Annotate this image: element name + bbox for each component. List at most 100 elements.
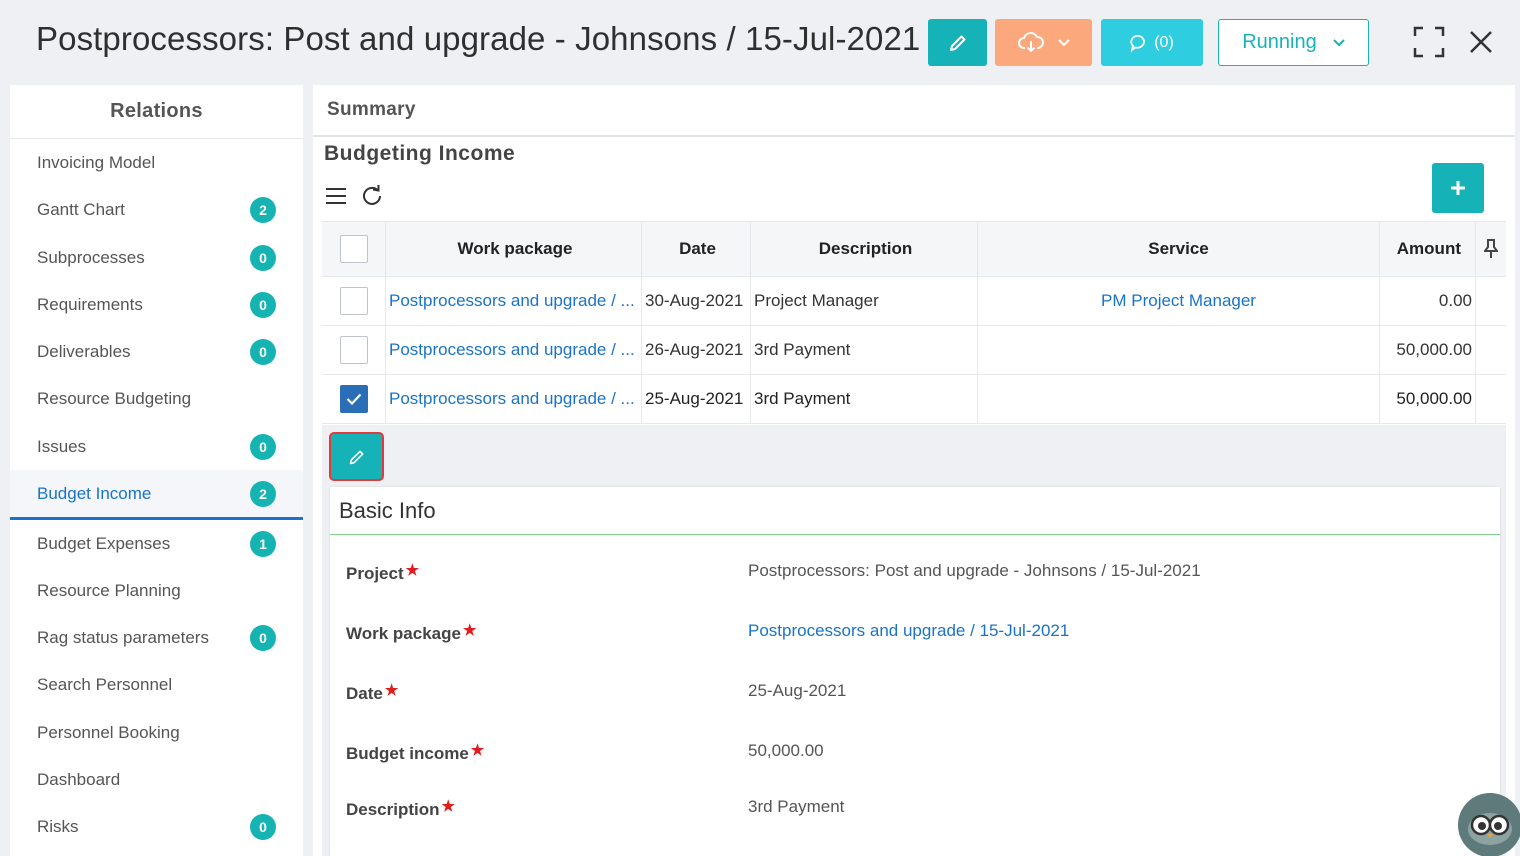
relation-item-personnel-booking[interactable]: Personnel Booking	[10, 709, 303, 756]
count-badge: 0	[250, 244, 276, 271]
relation-item-issues[interactable]: Issues 0	[10, 423, 303, 470]
relation-item-rag-status-parameters[interactable]: Rag status parameters 0	[10, 614, 303, 661]
relation-item-label: Resource Planning	[37, 580, 181, 600]
row-checkbox-checked[interactable]	[339, 385, 368, 413]
date-cell: 26-Aug-2021	[642, 326, 751, 374]
required-star-icon: ★	[441, 798, 455, 815]
service-link[interactable]: PM Project Manager	[978, 277, 1380, 325]
label-text: Work package	[346, 624, 461, 643]
column-header-service[interactable]: Service	[978, 222, 1380, 276]
required-star-icon: ★	[405, 562, 420, 579]
relation-item-label: Budget Expenses	[37, 533, 171, 553]
count-badge: 0	[250, 338, 276, 365]
relation-item-gantt-chart[interactable]: Gantt Chart 2	[10, 186, 303, 233]
relation-item-label: Gantt Chart	[37, 199, 125, 219]
pin-column-button[interactable]	[1476, 222, 1506, 276]
table-header-row: Work package Date Description Service Am…	[322, 221, 1506, 277]
select-all-checkbox[interactable]	[339, 235, 368, 263]
pencil-icon	[349, 450, 363, 464]
relation-item-label: Search Personnel	[37, 674, 173, 694]
count-badge: 1	[250, 530, 276, 557]
field-label-budget-income: Budget income ★	[346, 742, 485, 764]
close-icon	[1470, 31, 1492, 53]
column-header-work-package[interactable]: Work package	[386, 222, 642, 276]
row-select-cell	[322, 277, 386, 325]
amount-cell: 50,000.00	[1380, 326, 1476, 374]
label-text: Description	[346, 800, 440, 819]
relation-item-budget-income[interactable]: Budget Income 2	[10, 470, 303, 520]
field-label-work-package: Work package ★	[346, 622, 477, 644]
edit-button[interactable]	[928, 19, 987, 66]
expand-icon	[1413, 26, 1445, 58]
assistant-owl-avatar[interactable]	[1458, 793, 1520, 856]
relation-item-label: Resource Budgeting	[37, 388, 192, 408]
relation-item-label: Budget Income	[37, 483, 152, 503]
column-header-date[interactable]: Date	[642, 222, 751, 276]
relations-title: Relations	[10, 85, 303, 139]
relation-item-subprocesses[interactable]: Subprocesses 0	[10, 234, 303, 281]
relations-panel: Relations Invoicing Model Gantt Chart 2 …	[10, 85, 303, 856]
menu-button[interactable]	[322, 182, 350, 210]
close-button[interactable]	[1463, 24, 1499, 60]
relation-item-invoicing-model[interactable]: Invoicing Model	[10, 139, 303, 186]
relation-item-risks[interactable]: Risks 0	[10, 803, 303, 850]
pin-cell	[1476, 375, 1506, 423]
row-checkbox[interactable]	[339, 287, 368, 315]
relation-item-requirements[interactable]: Requirements 0	[10, 281, 303, 328]
service-link[interactable]	[978, 375, 1380, 423]
service-link[interactable]	[978, 326, 1380, 374]
comments-button[interactable]: (0)	[1101, 19, 1203, 66]
relation-item-label: Invoicing Model	[37, 152, 156, 172]
chevron-down-icon	[1333, 38, 1345, 46]
work-package-link[interactable]: Postprocessors and upgrade / ...	[386, 277, 642, 325]
field-value-work-package-link[interactable]: Postprocessors and upgrade / 15-Jul-2021	[748, 621, 1070, 640]
refresh-icon	[363, 185, 381, 205]
relation-item-dashboard[interactable]: Dashboard	[10, 756, 303, 803]
table-row[interactable]: Postprocessors and upgrade / ... 30-Aug-…	[322, 277, 1506, 326]
plus-icon	[1451, 181, 1465, 195]
work-package-link[interactable]: Postprocessors and upgrade / ...	[386, 375, 642, 423]
relation-item-search-personnel[interactable]: Search Personnel	[10, 661, 303, 708]
field-label-description: Description ★	[346, 798, 455, 820]
field-value-date: 25-Aug-2021	[748, 681, 847, 700]
required-star-icon: ★	[384, 682, 399, 699]
work-package-link[interactable]: Postprocessors and upgrade / ...	[386, 326, 642, 374]
column-header-description[interactable]: Description	[751, 222, 978, 276]
row-checkbox[interactable]	[339, 336, 368, 364]
required-star-icon: ★	[462, 622, 477, 639]
relation-item-resource-planning[interactable]: Resource Planning	[10, 567, 303, 614]
count-badge: 2	[250, 196, 276, 223]
pencil-icon	[949, 35, 965, 51]
download-menu-button[interactable]	[995, 19, 1092, 66]
pin-cell	[1476, 277, 1506, 325]
tab-summary[interactable]: Summary	[313, 85, 1515, 137]
relation-item-label: Personnel Booking	[37, 722, 180, 742]
table-row[interactable]: Postprocessors and upgrade / ... 26-Aug-…	[322, 326, 1506, 375]
required-star-icon: ★	[470, 742, 485, 759]
relation-item-label: Rag status parameters	[37, 627, 209, 647]
label-text: Budget income	[346, 744, 469, 763]
relation-item-label: Dashboard	[37, 769, 121, 789]
count-badge: 0	[250, 433, 276, 460]
field-value-budget-income: 50,000.00	[748, 741, 824, 760]
refresh-button[interactable]	[358, 182, 386, 210]
count-badge: 2	[250, 480, 276, 507]
relation-item-resource-budgeting[interactable]: Resource Budgeting	[10, 375, 303, 422]
basic-info-title: Basic Info	[330, 487, 1500, 535]
count-badge: 0	[250, 291, 276, 318]
basic-info-card: Basic Info Project ★ Postprocessors: Post…	[330, 487, 1500, 856]
date-cell: 30-Aug-2021	[642, 277, 751, 325]
status-dropdown[interactable]: Running	[1218, 19, 1369, 66]
add-button[interactable]	[1432, 163, 1484, 213]
table-row-selected[interactable]: Postprocessors and upgrade / ... 25-Aug-…	[322, 375, 1506, 424]
relation-item-budget-expenses[interactable]: Budget Expenses 1	[10, 520, 303, 567]
budget-income-table: Work package Date Description Service Am…	[322, 221, 1506, 424]
fullscreen-button[interactable]	[1411, 24, 1447, 60]
amount-cell: 50,000.00	[1380, 375, 1476, 423]
comment-icon	[1130, 34, 1146, 52]
edit-row-button[interactable]	[329, 432, 384, 481]
relation-item-deliverables[interactable]: Deliverables 0	[10, 328, 303, 375]
count-badge: 0	[250, 624, 276, 651]
relation-item-label: Deliverables	[37, 341, 131, 361]
column-header-amount[interactable]: Amount	[1380, 222, 1476, 276]
